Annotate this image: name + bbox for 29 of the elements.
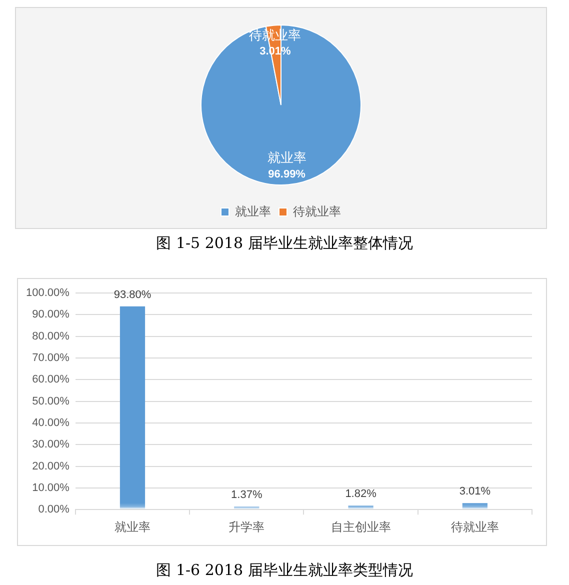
caption: 图 1-6 2018 届毕业生就业率类型情况 — [155, 560, 414, 580]
y-tick-label: 0.00% — [38, 504, 70, 516]
y-tick-label: 30.00% — [32, 438, 70, 451]
x-tick-label: 自主创业率 — [330, 520, 391, 534]
bar — [120, 306, 146, 510]
y-tick-label: 90.00% — [32, 308, 70, 321]
data-label: 1.82% — [345, 488, 377, 500]
x-tick-label: 就业率 — [114, 520, 150, 534]
y-tick-label: 80.00% — [32, 330, 70, 342]
bar — [348, 506, 374, 510]
y-tick-label: 100.00% — [26, 287, 70, 300]
y-tick-label: 40.00% — [32, 416, 70, 429]
caption: 图 1-5 2018 届毕业生就业率整体情况 — [155, 233, 414, 253]
slice-label: 就业率 — [267, 150, 306, 165]
bar — [234, 506, 260, 510]
bar — [462, 503, 488, 510]
data-label: 3.01% — [459, 486, 491, 498]
y-tick-label: 20.00% — [32, 460, 70, 472]
data-label: 96.99% — [268, 168, 306, 180]
data-label: 1.37% — [231, 489, 262, 502]
y-tick-label: 70.00% — [32, 352, 70, 364]
data-label: 93.80% — [114, 288, 152, 301]
legend-label: 就业率 — [235, 204, 271, 218]
y-tick-label: 50.00% — [32, 395, 70, 408]
legend-label: 待就业率 — [293, 204, 341, 218]
y-tick-label: 10.00% — [32, 482, 70, 494]
x-tick-label: 待就业率 — [450, 520, 499, 534]
y-tick-label: 60.00% — [32, 374, 70, 386]
x-tick-label: 升学率 — [228, 520, 265, 534]
